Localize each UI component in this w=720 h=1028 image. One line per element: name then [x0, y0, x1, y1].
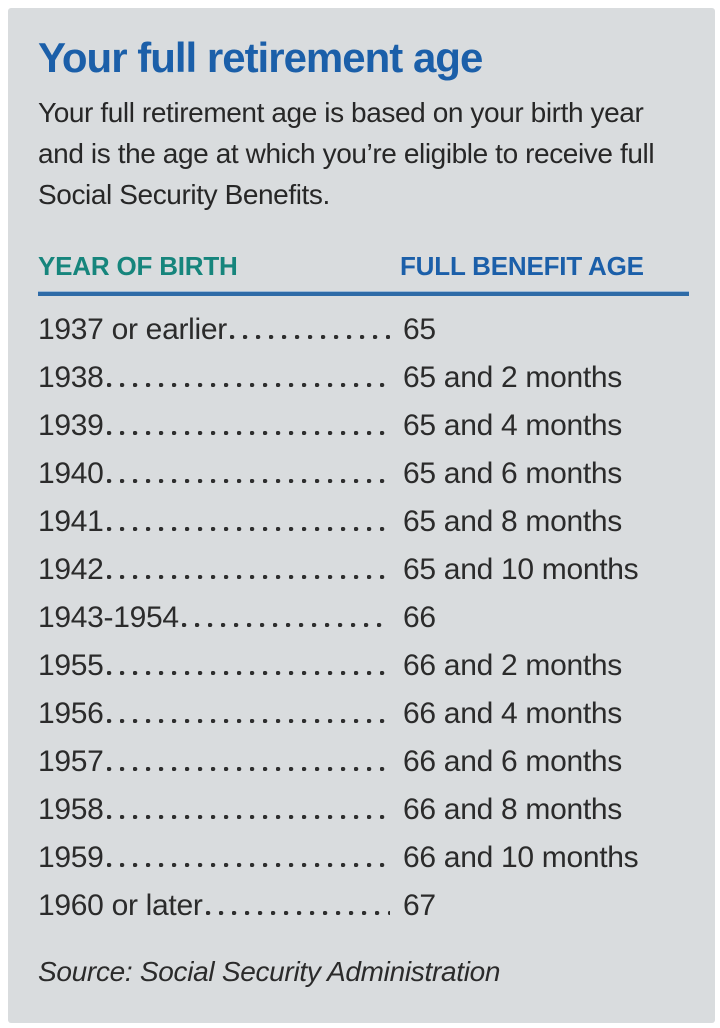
- table-row: 1957 66 and 6 months: [38, 738, 689, 786]
- year-of-birth-value: 1957: [38, 745, 104, 778]
- full-benefit-age-value: 66 and 8 months: [403, 793, 622, 826]
- year-cell: 1956: [38, 690, 400, 738]
- table-row: 1955 66 and 2 months: [38, 642, 689, 690]
- full-benefit-age-value: 66 and 4 months: [403, 697, 622, 730]
- full-benefit-age-value: 65 and 8 months: [403, 505, 622, 538]
- dot-leader: [106, 383, 390, 387]
- subtitle-line-2: and is the age at which you’re eligible …: [38, 138, 655, 169]
- table-row: 1939 65 and 4 months: [38, 402, 689, 450]
- dot-leader: [106, 479, 390, 483]
- table-row: 1937 or earlier 65: [38, 306, 689, 354]
- year-of-birth-value: 1938: [38, 361, 104, 394]
- full-benefit-age-value: 65 and 10 months: [403, 553, 639, 586]
- table-row: 1942 65 and 10 months: [38, 546, 689, 594]
- page-subtitle: Your full retirement age is based on you…: [38, 92, 689, 215]
- dot-leader: [106, 719, 390, 723]
- column-header-year-of-birth: YEAR OF BIRTH: [38, 251, 238, 281]
- table-row: 1960 or later 67: [38, 882, 689, 930]
- year-of-birth-value: 1958: [38, 793, 104, 826]
- full-benefit-age-value: 66: [403, 601, 436, 634]
- column-header-full-benefit-age: FULL BENEFIT AGE: [400, 251, 644, 281]
- year-cell: 1960 or later: [38, 882, 400, 930]
- dot-leader: [106, 863, 390, 867]
- year-of-birth-value: 1956: [38, 697, 104, 730]
- full-benefit-age-value: 66 and 6 months: [403, 745, 622, 778]
- table-column-headers: YEAR OF BIRTH FULL BENEFIT AGE: [38, 251, 689, 282]
- table-row: 1943-1954 66: [38, 594, 689, 642]
- full-benefit-age-value: 67: [403, 889, 436, 922]
- table-row: 1941 65 and 8 months: [38, 498, 689, 546]
- year-cell: 1943-1954: [38, 594, 400, 642]
- page-title: Your full retirement age: [38, 34, 483, 81]
- full-benefit-age-value: 66 and 2 months: [403, 649, 622, 682]
- table-row: 1940 65 and 6 months: [38, 450, 689, 498]
- retirement-age-table: 1937 or earlier 65 1938 65 and 2 months: [38, 306, 689, 930]
- year-cell: 1940: [38, 450, 400, 498]
- year-cell: 1938: [38, 354, 400, 402]
- dot-leader: [106, 767, 390, 771]
- subtitle-line-1: Your full retirement age is based on you…: [38, 97, 644, 128]
- subtitle-line-3: Social Security Benefits.: [38, 179, 330, 210]
- dot-leader: [106, 575, 390, 579]
- year-of-birth-value: 1955: [38, 649, 104, 682]
- year-of-birth-value: 1960 or later: [38, 889, 203, 922]
- retirement-age-panel: Your full retirement age Your full retir…: [8, 8, 715, 1023]
- dot-leader: [106, 527, 390, 531]
- year-cell: 1937 or earlier: [38, 306, 400, 354]
- dot-leader: [229, 335, 390, 339]
- panel-content: Your full retirement age Your full retir…: [8, 8, 715, 988]
- table-row: 1959 66 and 10 months: [38, 834, 689, 882]
- year-cell: 1939: [38, 402, 400, 450]
- year-of-birth-value: 1941: [38, 505, 104, 538]
- dot-leader: [181, 623, 390, 627]
- year-cell: 1942: [38, 546, 400, 594]
- year-of-birth-value: 1942: [38, 553, 104, 586]
- dot-leader: [205, 911, 390, 915]
- table-row: 1956 66 and 4 months: [38, 690, 689, 738]
- year-of-birth-value: 1937 or earlier: [38, 313, 227, 346]
- year-of-birth-value: 1943-1954: [38, 601, 179, 634]
- year-of-birth-value: 1940: [38, 457, 104, 490]
- dot-leader: [106, 431, 390, 435]
- full-benefit-age-value: 65 and 4 months: [403, 409, 622, 442]
- dot-leader: [106, 671, 390, 675]
- year-cell: 1957: [38, 738, 400, 786]
- year-cell: 1941: [38, 498, 400, 546]
- table-row: 1938 65 and 2 months: [38, 354, 689, 402]
- year-cell: 1955: [38, 642, 400, 690]
- table-row: 1958 66 and 8 months: [38, 786, 689, 834]
- dot-leader: [106, 815, 390, 819]
- full-benefit-age-value: 65 and 6 months: [403, 457, 622, 490]
- full-benefit-age-value: 66 and 10 months: [403, 841, 639, 874]
- source-note: Source: Social Security Administration: [38, 956, 501, 987]
- year-of-birth-value: 1959: [38, 841, 104, 874]
- full-benefit-age-value: 65 and 2 months: [403, 361, 622, 394]
- year-cell: 1958: [38, 786, 400, 834]
- header-rule: [38, 291, 689, 296]
- year-of-birth-value: 1939: [38, 409, 104, 442]
- full-benefit-age-value: 65: [403, 313, 436, 346]
- year-cell: 1959: [38, 834, 400, 882]
